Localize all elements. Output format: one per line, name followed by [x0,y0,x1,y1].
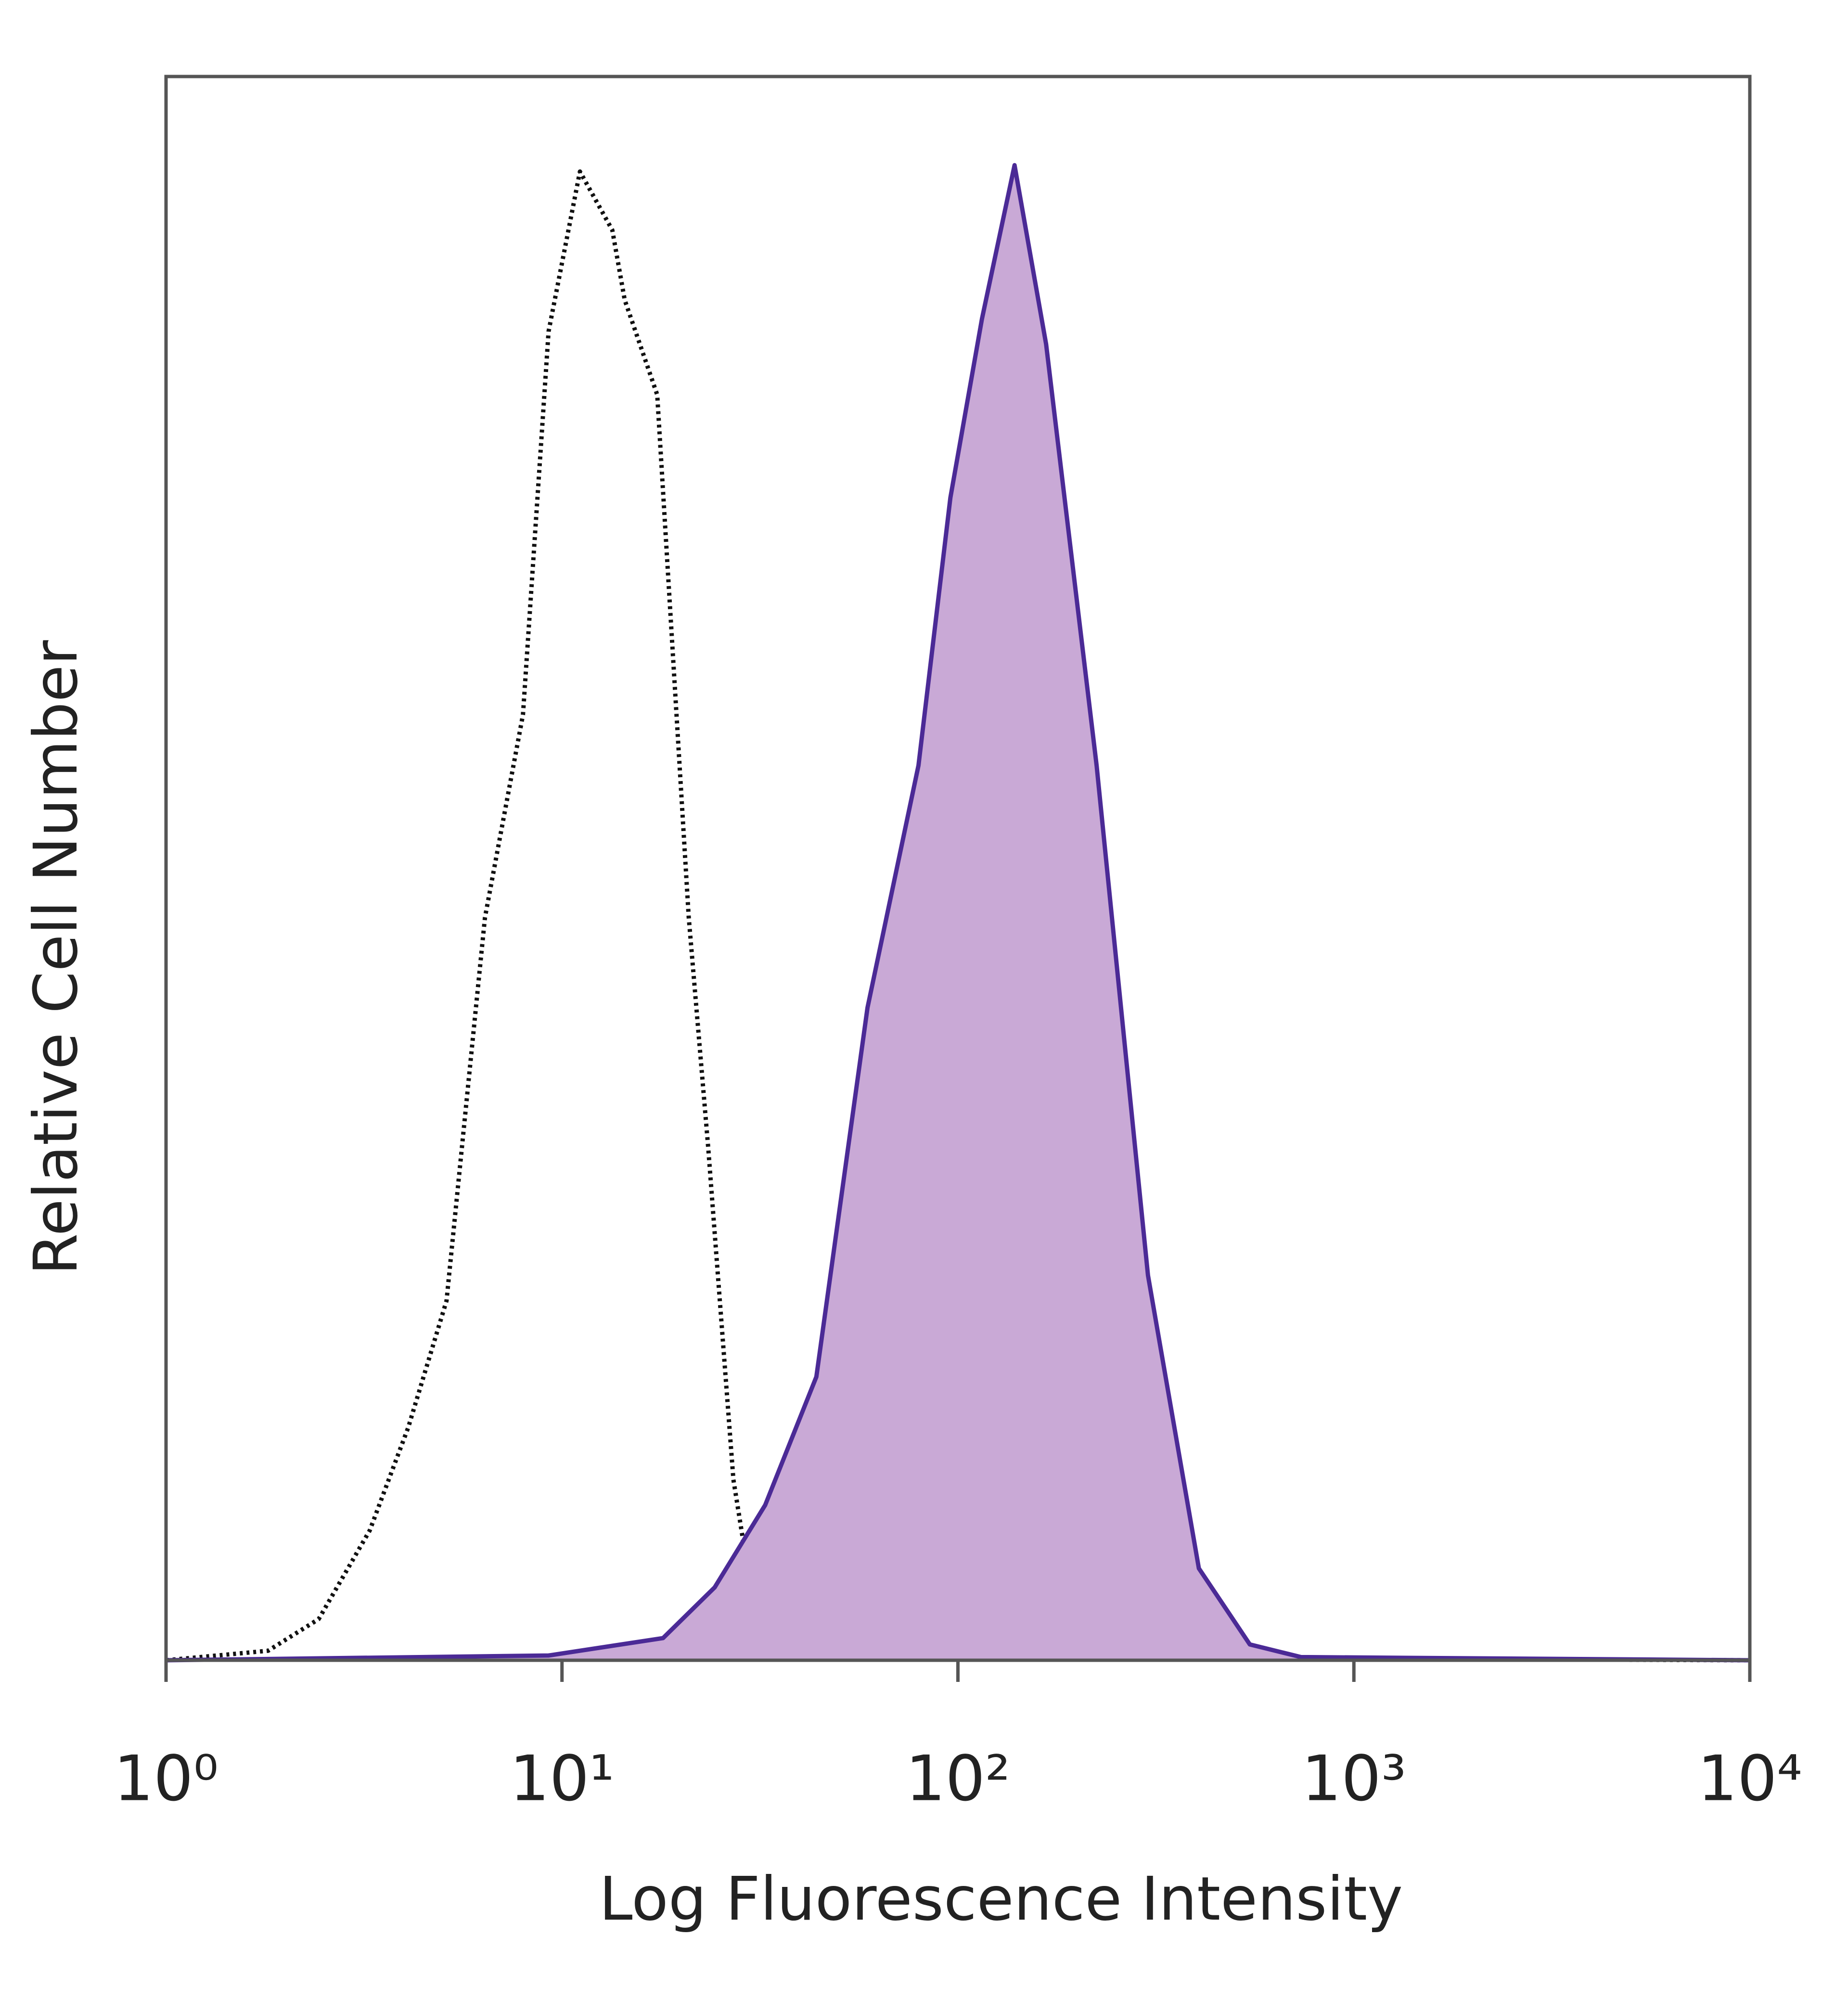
x-axis-label: Log Fluorescence Intensity [599,1864,1403,1934]
x-tick-label: 10⁴ [1697,1742,1802,1815]
histogram-curve [166,163,1750,1663]
x-tick-label: 10⁰ [114,1742,218,1815]
x-tick-label: 10³ [1301,1742,1406,1815]
x-tick-label: 10² [906,1742,1011,1815]
y-axis-label: Relative Cell Number [21,640,91,1275]
x-tick-label: 10¹ [510,1742,615,1815]
